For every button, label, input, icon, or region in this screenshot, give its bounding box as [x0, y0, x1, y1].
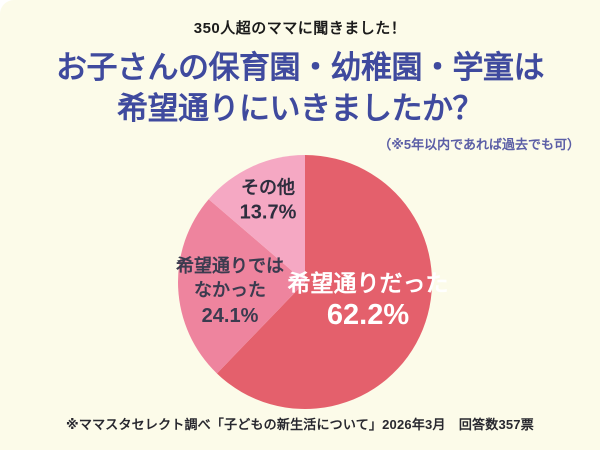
pie-label-kibodori-dewa-nakatta: 希望通りでは なかった 24.1%	[176, 254, 284, 330]
pie-slice-0	[216, 155, 432, 409]
pie-label-text: その他	[241, 177, 295, 198]
pie-label-pct: 24.1%	[201, 304, 259, 327]
source-caption: ※ママスタセレクト調べ「子どもの新生活について」2026年3月 回答数357票	[66, 417, 534, 432]
pie-label-sonota: その他 13.7%	[240, 176, 297, 225]
pie-chart-svg	[178, 155, 432, 409]
pie-label-text: 希望通りだった	[287, 270, 449, 297]
title-note: （※5年以内であれば過去でも可）	[378, 137, 580, 152]
pie-label-text-line1: 希望通りでは	[176, 256, 284, 277]
pie-slice-2	[208, 155, 305, 282]
pie-label-kibodori-datta: 希望通りだった 62.2%	[288, 269, 449, 333]
pie-slice-1	[178, 199, 305, 374]
pie-label-text-line2: なかった	[194, 280, 266, 301]
pie-label-pct: 13.7%	[239, 201, 297, 224]
page-title: お子さんの保育園・幼稚園・学童は 希望通りにいきましたか？	[0, 48, 600, 130]
kicker-text: 350人超のママに聞きました！	[193, 20, 407, 37]
pie-label-pct: 62.2%	[326, 298, 410, 331]
page-title-line2: 希望通りにいきましたか？	[117, 90, 484, 126]
page-title-line1: お子さんの保育園・幼稚園・学童は	[56, 50, 545, 85]
pie-chart	[178, 155, 432, 409]
